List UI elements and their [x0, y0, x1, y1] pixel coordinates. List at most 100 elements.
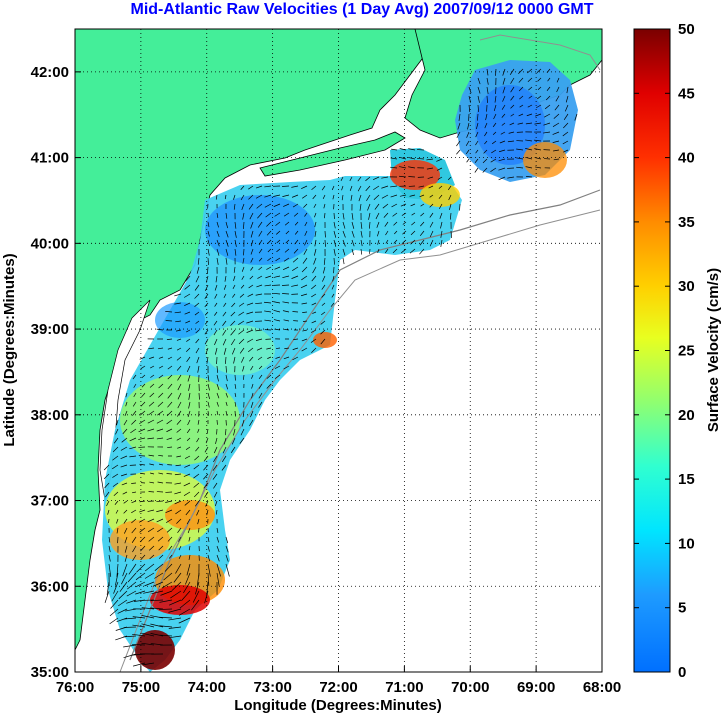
- velocity-vector: [258, 230, 263, 237]
- velocity-vector: [168, 545, 173, 551]
- velocity-vector: [360, 239, 363, 247]
- velocity-vector: [191, 599, 200, 611]
- velocity-vector: [195, 320, 200, 324]
- velocity-vector: [195, 329, 200, 334]
- velocity-vector: [184, 311, 191, 315]
- velocity-vector: [438, 203, 443, 209]
- velocity-vector: [292, 203, 299, 208]
- velocity-vector: [132, 374, 137, 380]
- velocity-vector: [108, 545, 111, 553]
- velocity-vector: [188, 554, 191, 561]
- velocity-vector: [285, 230, 290, 235]
- velocity-vector: [107, 509, 110, 515]
- velocity-vector: [188, 536, 191, 542]
- velocity-vector: [156, 500, 164, 502]
- velocity-vector: [233, 275, 236, 281]
- velocity-vector: [429, 212, 434, 218]
- velocity-vector: [194, 500, 200, 507]
- velocity-vector: [427, 176, 434, 179]
- velocity-vector: [247, 293, 254, 297]
- velocity-vector: [357, 185, 362, 192]
- velocity-vector: [233, 266, 236, 273]
- velocity-vector: [543, 131, 551, 134]
- velocity-vector: [204, 491, 209, 498]
- colorbar-tick-label: 20: [678, 407, 695, 424]
- velocity-vector: [216, 248, 220, 256]
- velocity-vector: [399, 194, 407, 197]
- velocity-vector: [185, 446, 191, 450]
- velocity-vector: [184, 464, 191, 468]
- velocity-vector: [178, 608, 191, 616]
- velocity-vector: [144, 563, 155, 572]
- velocity-vector: [293, 248, 299, 254]
- velocity-vector: [251, 383, 254, 389]
- velocity-vector: [207, 401, 210, 408]
- velocity-vector: [170, 590, 182, 599]
- velocity-vector: [222, 338, 227, 346]
- velocity-vector: [282, 310, 290, 313]
- velocity-vector: [274, 212, 281, 217]
- velocity-vector: [184, 500, 191, 506]
- velocity-vector: [381, 185, 389, 189]
- velocity-vector: [225, 554, 229, 562]
- velocity-vector: [125, 608, 137, 612]
- velocity-vector: [283, 319, 290, 322]
- velocity-vector: [161, 581, 173, 589]
- velocity-vector: [108, 554, 111, 562]
- colorbar-tick-label: 40: [678, 150, 695, 167]
- velocity-vector: [246, 320, 254, 324]
- velocity-vector: [159, 634, 173, 637]
- velocity-vector: [409, 248, 416, 254]
- velocity-coverage: [102, 176, 462, 672]
- velocity-vector: [195, 338, 200, 344]
- velocity-vector: [429, 194, 434, 198]
- velocity-vector: [213, 491, 218, 498]
- velocity-vector: [291, 284, 299, 287]
- velocity-vector: [157, 481, 164, 484]
- velocity-vector: [176, 347, 182, 351]
- velocity-vector: [322, 266, 326, 274]
- x-tick-label: 72:00: [319, 679, 357, 696]
- velocity-vector: [517, 122, 524, 125]
- velocity-vector: [519, 95, 524, 100]
- velocity-vector: [131, 491, 137, 494]
- velocity-vector: [417, 158, 425, 160]
- velocity-vector: [385, 230, 389, 236]
- velocity-vector: [408, 176, 416, 178]
- velocity-vector: [175, 320, 182, 323]
- velocity-vector: [176, 356, 182, 361]
- velocity-vector: [214, 311, 218, 316]
- velocity-vector: [265, 212, 272, 218]
- velocity-vector: [195, 446, 200, 452]
- velocity-vector: [122, 491, 128, 495]
- velocity-vector: [324, 212, 326, 219]
- velocity-vector: [131, 500, 137, 504]
- velocity-vector: [158, 374, 164, 379]
- velocity-vector: [368, 212, 371, 220]
- velocity-vector: [192, 590, 200, 603]
- velocity-vector: [465, 149, 470, 155]
- velocity-vector: [225, 212, 228, 219]
- velocity-vector: [141, 374, 146, 379]
- velocity-vector: [222, 446, 227, 454]
- velocity-vector: [282, 266, 290, 270]
- velocity-vector: [186, 437, 191, 442]
- velocity-vector: [139, 500, 146, 503]
- velocity-vector: [264, 194, 272, 198]
- velocity-vector: [411, 221, 416, 226]
- velocity-vector: [408, 157, 416, 160]
- velocity-vector: [304, 230, 308, 236]
- x-tick-label: 69:00: [517, 679, 555, 696]
- velocity-vector: [204, 320, 209, 325]
- x-tick-label: 73:00: [253, 679, 291, 696]
- velocity-vector: [264, 319, 272, 322]
- velocity-vector: [510, 95, 515, 101]
- velocity-vector: [225, 374, 228, 382]
- velocity-vector: [438, 194, 443, 199]
- velocity-vector: [304, 212, 308, 217]
- velocity-vector: [241, 356, 245, 363]
- velocity-vector: [225, 563, 230, 577]
- velocity-vector: [216, 239, 220, 247]
- velocity-vector: [537, 95, 542, 100]
- velocity-vector: [458, 113, 461, 121]
